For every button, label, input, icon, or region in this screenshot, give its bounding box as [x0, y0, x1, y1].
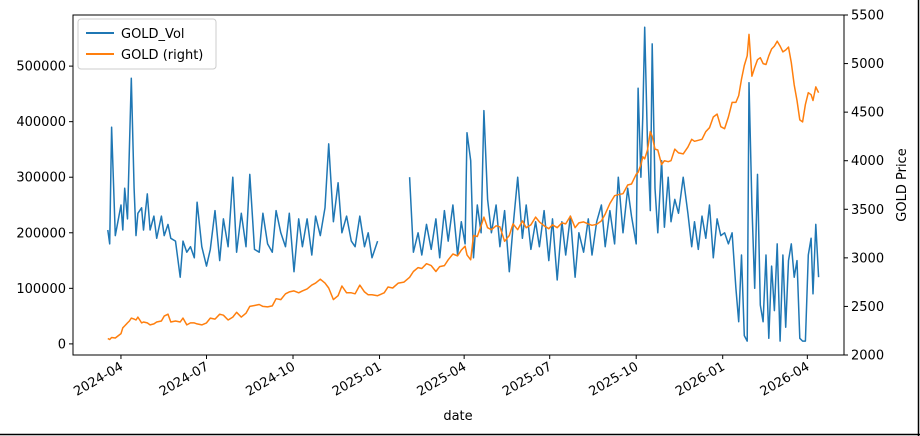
legend-label-gold-vol: GOLD_Vol	[121, 27, 185, 42]
y-left-tick-label: 200000	[16, 226, 66, 241]
y-right-tick-label: 3500	[851, 203, 884, 218]
legend-label-gold-price: GOLD (right)	[121, 48, 203, 63]
y-left-tick-label: 300000	[16, 171, 66, 186]
series-line-segment	[107, 77, 379, 278]
y-right-tick-label: 3000	[851, 251, 884, 266]
series-line-segment	[107, 33, 820, 341]
y-axis-right: 2000 2500 3000 3500 4000 4500 5000 5500	[844, 9, 884, 364]
legend-box	[77, 18, 217, 70]
y-right-tick-label: 2000	[851, 349, 884, 364]
series-line-segment	[408, 26, 820, 342]
legend: GOLD_Vol GOLD (right)	[77, 18, 217, 70]
series-gold-price	[107, 33, 820, 341]
y-right-tick-label: 4000	[851, 154, 884, 169]
y-axis-left: 0 100000 200000 300000 400000 500000	[16, 60, 73, 352]
y-left-tick-label: 0	[58, 337, 66, 352]
plot-area	[107, 26, 820, 342]
x-axis-title: date	[443, 409, 472, 424]
y-axis-right-title: GOLD Price	[895, 148, 910, 221]
y-left-tick-label: 400000	[16, 115, 66, 130]
y-right-tick-label: 4500	[851, 106, 884, 121]
y-right-tick-label: 5000	[851, 57, 884, 72]
axes-frame	[72, 14, 845, 356]
y-left-tick-label: 500000	[16, 60, 66, 75]
y-right-tick-label: 5500	[851, 9, 884, 24]
y-left-tick-label: 100000	[16, 282, 66, 297]
y-right-tick-label: 2500	[851, 300, 884, 315]
series-gold-vol	[107, 26, 820, 342]
